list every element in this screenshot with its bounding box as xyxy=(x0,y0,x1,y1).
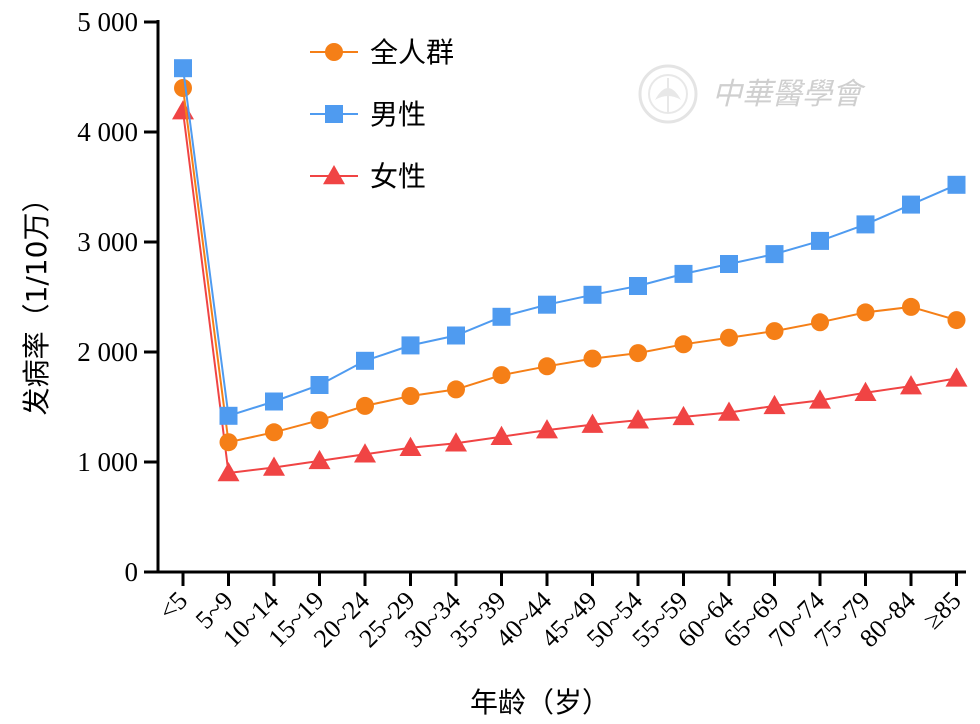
legend-marker xyxy=(325,105,343,123)
data-point xyxy=(763,394,786,415)
data-point xyxy=(401,387,420,405)
series-layer xyxy=(172,59,968,482)
data-point xyxy=(856,303,875,322)
data-point xyxy=(765,245,784,264)
data-point xyxy=(492,307,511,326)
data-point xyxy=(809,389,831,409)
legend-label: 女性 xyxy=(370,160,426,193)
series-circle xyxy=(174,79,966,452)
data-point xyxy=(902,195,920,214)
data-point xyxy=(583,349,602,368)
series-line xyxy=(182,110,957,475)
data-point xyxy=(902,297,920,316)
data-point xyxy=(490,425,513,445)
society-seal-icon xyxy=(638,64,698,124)
y-tick-label: 0 xyxy=(125,557,139,587)
y-axis-title: 发病率（1/10万） xyxy=(20,185,53,416)
data-point xyxy=(356,351,374,370)
data-point xyxy=(172,100,194,120)
data-point xyxy=(310,376,329,394)
data-point xyxy=(720,255,738,273)
data-point xyxy=(583,285,602,304)
data-point xyxy=(947,311,966,330)
data-point xyxy=(401,336,420,355)
data-point xyxy=(538,357,556,376)
data-point xyxy=(310,411,329,430)
legend-marker xyxy=(325,43,343,61)
data-point xyxy=(765,322,784,341)
series-triangle xyxy=(172,100,968,482)
y-tick-label: 2 000 xyxy=(77,337,138,367)
y-tick-label: 5 000 xyxy=(77,7,138,37)
data-point xyxy=(674,335,693,354)
legend-label: 全人群 xyxy=(370,36,454,69)
watermark-text: 中華醫學會 xyxy=(712,77,866,112)
data-point xyxy=(674,264,693,283)
x-axis-title: 年龄（岁） xyxy=(470,686,610,719)
data-point xyxy=(219,433,238,452)
x-tick-label: <5 xyxy=(153,586,193,626)
legend-item: 女性 xyxy=(310,160,426,193)
y-tick-label: 3 000 xyxy=(77,227,138,257)
data-point xyxy=(629,344,647,363)
data-point xyxy=(854,381,877,401)
y-tick-label: 1 000 xyxy=(77,447,138,477)
data-point xyxy=(354,443,376,463)
legend-item: 全人群 xyxy=(310,36,454,69)
data-point xyxy=(720,328,738,347)
data-point xyxy=(356,396,374,415)
x-tick-label: ≥85 xyxy=(918,586,967,635)
data-point xyxy=(672,405,695,426)
data-point xyxy=(219,406,238,425)
series-line xyxy=(182,68,957,418)
series-square xyxy=(174,59,966,425)
data-point xyxy=(265,423,283,442)
data-point xyxy=(536,419,558,439)
series-line xyxy=(182,87,957,444)
data-point xyxy=(538,295,556,314)
legend-label: 男性 xyxy=(370,98,426,131)
y-tick-label: 4 000 xyxy=(77,117,138,147)
data-point xyxy=(447,380,465,399)
data-point xyxy=(718,401,740,421)
legend-marker xyxy=(323,165,345,185)
data-point xyxy=(445,432,467,452)
data-point xyxy=(174,79,192,97)
data-point xyxy=(947,175,966,194)
data-point xyxy=(265,392,283,411)
legend-item: 男性 xyxy=(310,98,426,131)
data-point xyxy=(174,59,192,78)
data-point xyxy=(447,326,465,345)
data-point xyxy=(217,462,240,482)
data-point xyxy=(308,449,331,470)
data-point xyxy=(629,277,647,295)
data-point xyxy=(627,409,649,429)
data-point xyxy=(811,231,829,250)
data-point xyxy=(581,413,604,433)
data-point xyxy=(945,367,968,387)
watermark: 中華醫學會 xyxy=(638,64,866,124)
data-point xyxy=(811,313,829,332)
data-point xyxy=(399,436,422,456)
data-point xyxy=(856,215,875,234)
data-point xyxy=(900,375,922,395)
data-point xyxy=(263,456,285,476)
data-point xyxy=(492,366,511,385)
